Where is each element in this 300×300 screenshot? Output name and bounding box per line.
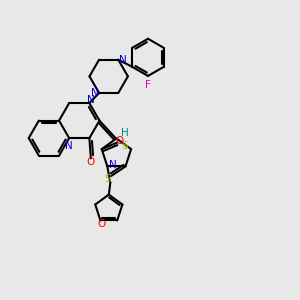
- Text: H: H: [121, 128, 129, 138]
- Text: O: O: [87, 157, 95, 167]
- Text: N: N: [118, 55, 126, 65]
- Text: O: O: [116, 136, 124, 146]
- Text: N: N: [65, 140, 73, 151]
- Text: O: O: [98, 219, 106, 229]
- Text: N: N: [91, 88, 99, 98]
- Text: N: N: [87, 94, 95, 104]
- Text: F: F: [145, 80, 151, 90]
- Text: S: S: [104, 174, 111, 184]
- Text: N: N: [110, 160, 117, 170]
- Text: S: S: [122, 141, 128, 151]
